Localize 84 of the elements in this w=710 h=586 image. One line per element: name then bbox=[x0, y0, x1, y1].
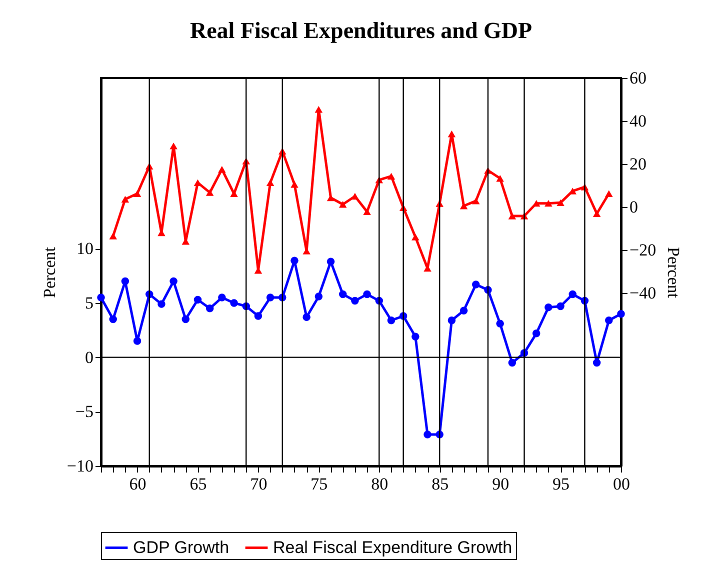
point bbox=[97, 294, 105, 302]
x-tick-label: 90 bbox=[492, 474, 510, 494]
point bbox=[194, 296, 202, 304]
point bbox=[206, 189, 214, 196]
point bbox=[338, 290, 347, 298]
x-tick-label: 00 bbox=[613, 474, 630, 494]
point bbox=[556, 302, 564, 310]
point bbox=[617, 310, 625, 318]
point bbox=[363, 290, 371, 298]
point bbox=[424, 430, 432, 438]
point bbox=[544, 303, 552, 312]
point bbox=[472, 198, 480, 204]
point bbox=[460, 306, 468, 314]
point bbox=[266, 179, 274, 186]
y2-axis-title: Percent bbox=[664, 247, 684, 298]
point bbox=[218, 294, 226, 302]
point bbox=[314, 106, 323, 113]
x-tick-label: 75 bbox=[310, 474, 328, 494]
y-tick-label: 5 bbox=[85, 293, 94, 312]
x-tick-label: 85 bbox=[432, 474, 449, 494]
y-tick-label: −10 bbox=[66, 456, 94, 476]
point bbox=[302, 313, 310, 321]
point bbox=[351, 192, 359, 200]
point bbox=[363, 208, 371, 216]
y2-tick-label: 40 bbox=[630, 111, 646, 130]
point bbox=[290, 181, 298, 188]
point bbox=[556, 199, 564, 206]
point bbox=[182, 315, 190, 324]
point bbox=[121, 277, 130, 286]
point bbox=[568, 290, 576, 298]
point bbox=[532, 330, 540, 338]
point bbox=[387, 172, 396, 180]
point bbox=[206, 304, 214, 312]
point bbox=[605, 190, 613, 197]
point bbox=[472, 280, 480, 288]
y-tick-label: −5 bbox=[75, 402, 94, 422]
legend-label: GDP Growth bbox=[133, 538, 230, 557]
y2-tick-label: −20 bbox=[630, 240, 656, 260]
point bbox=[326, 258, 335, 266]
x-tick-label: 80 bbox=[371, 474, 388, 494]
point bbox=[448, 130, 456, 138]
point bbox=[496, 175, 504, 182]
point bbox=[218, 166, 226, 173]
point bbox=[496, 320, 504, 328]
y-tick-label: 0 bbox=[85, 348, 94, 367]
point bbox=[544, 200, 552, 207]
point bbox=[412, 332, 420, 341]
point bbox=[448, 316, 456, 324]
point bbox=[170, 142, 178, 150]
legend-label: Real Fiscal Expenditure Growth bbox=[273, 538, 512, 557]
point bbox=[592, 210, 601, 217]
y-axis-title: Percent bbox=[40, 246, 59, 298]
point bbox=[133, 190, 142, 197]
point bbox=[230, 190, 238, 197]
point bbox=[508, 212, 516, 220]
point bbox=[266, 294, 274, 302]
chart-title: Real Fiscal Expenditures and GDP bbox=[190, 18, 532, 43]
y2-tick-label: −40 bbox=[630, 283, 656, 302]
y2-tick-label: 60 bbox=[630, 68, 646, 88]
point bbox=[121, 196, 130, 203]
point bbox=[412, 234, 420, 240]
point bbox=[605, 316, 613, 324]
point bbox=[109, 232, 117, 240]
point bbox=[133, 337, 142, 345]
x-tick-label: 65 bbox=[190, 474, 207, 494]
x-tick-label: 95 bbox=[552, 474, 570, 494]
point bbox=[338, 201, 347, 208]
point bbox=[314, 292, 323, 300]
y-tick-label: 10 bbox=[76, 239, 94, 258]
point bbox=[230, 299, 238, 307]
x-tick-label: 70 bbox=[250, 474, 268, 494]
y2-tick-label: 20 bbox=[630, 154, 646, 174]
point bbox=[351, 296, 359, 305]
point bbox=[109, 315, 117, 324]
y2-tick-label: 0 bbox=[630, 197, 638, 216]
x-tick-label: 60 bbox=[129, 474, 146, 494]
point bbox=[387, 316, 396, 324]
point bbox=[460, 202, 468, 210]
point bbox=[254, 312, 262, 320]
point bbox=[592, 358, 601, 367]
point bbox=[170, 277, 178, 286]
point bbox=[290, 256, 298, 264]
point bbox=[508, 358, 516, 367]
point bbox=[158, 300, 166, 308]
